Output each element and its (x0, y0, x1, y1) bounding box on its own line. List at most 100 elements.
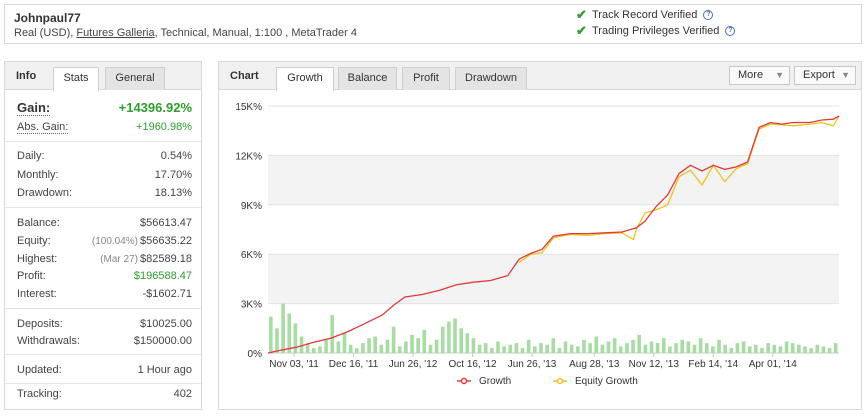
x-tick-label: Nov 03, '11 (269, 359, 319, 370)
profit-value: $196588.47 (133, 270, 192, 282)
volume-bar (582, 339, 586, 353)
volume-bar (674, 343, 678, 353)
monthly-row: Monthly: 17.70% (17, 169, 192, 184)
highest-row: Highest: (Mar 27) $82589.18 (17, 253, 192, 268)
divider (5, 141, 201, 142)
volume-bar (404, 341, 408, 353)
volume-bar (655, 343, 660, 353)
volume-bar (600, 344, 605, 353)
volume-bar (508, 344, 513, 353)
info-panel: Info Stats General Gain: +14396.92% Abs.… (4, 61, 202, 410)
volume-bar (821, 346, 826, 353)
tab-growth[interactable]: Growth (276, 67, 334, 91)
volume-bar (361, 343, 365, 353)
tracking-value: 402 (173, 388, 192, 400)
volume-bar (496, 341, 500, 353)
interest-label: Interest: (17, 288, 57, 300)
balance-label: Balance: (17, 217, 60, 229)
x-tick-label: Jun 26, '13 (508, 359, 557, 370)
legend-marker (556, 377, 564, 385)
volume-bar (324, 339, 328, 353)
volume-bar (803, 346, 807, 353)
volume-bar (397, 346, 402, 353)
volume-bar (281, 303, 285, 353)
chart-title: Chart (230, 70, 259, 82)
more-button[interactable]: More ▼ (729, 66, 790, 85)
help-icon[interactable]: ? (703, 10, 714, 20)
volume-bar (318, 346, 322, 353)
highest-label: Highest: (17, 253, 58, 265)
volume-bar (772, 344, 777, 353)
volume-bar (680, 339, 685, 353)
volume-bar (790, 343, 795, 353)
legend-label: Equity Growth (575, 376, 638, 387)
x-tick-label: Oct 16, '12 (449, 359, 497, 370)
grid-band (268, 254, 839, 304)
volume-bar (815, 344, 820, 353)
balance-row: Balance: $56613.47 (17, 217, 192, 232)
export-button[interactable]: Export ▼ (794, 66, 856, 85)
volume-bar (643, 344, 648, 353)
equity-value-group: (100.04%) $56635.22 (92, 235, 192, 247)
divider (5, 308, 201, 309)
divider (5, 383, 201, 384)
highest-date: (Mar 27) (100, 254, 138, 265)
tab-profit[interactable]: Profit (402, 67, 450, 90)
info-title: Info (16, 70, 37, 82)
volume-bar (502, 346, 506, 353)
volume-bar (563, 341, 568, 353)
gain-value: +14396.92% (118, 100, 192, 115)
volume-bar (385, 339, 390, 353)
y-tick-label: 3K% (241, 300, 262, 311)
updated-value: 1 Hour ago (137, 364, 192, 376)
volume-bar (416, 338, 420, 353)
volume-bar (723, 344, 727, 353)
volume-bar (342, 333, 347, 353)
profit-row: Profit: $196588.47 (17, 270, 192, 285)
tracking-row: Tracking: 402 (17, 388, 192, 403)
volume-bar (692, 344, 697, 353)
tab-stats[interactable]: Stats (53, 67, 99, 91)
volume-bar (637, 334, 642, 353)
chart-tabs: Chart Growth Balance Profit Drawdown Mor… (219, 62, 861, 91)
volume-bar (569, 344, 574, 353)
volume-bar (367, 338, 371, 353)
volume-bar (575, 346, 580, 353)
withdrawals-value: $150000.00 (133, 335, 192, 347)
help-icon[interactable]: ? (725, 26, 736, 36)
updated-row: Updated: 1 Hour ago (17, 364, 192, 379)
volume-bar (539, 343, 543, 353)
volume-bar (336, 341, 341, 353)
volume-bar (305, 343, 310, 353)
tab-general[interactable]: General (105, 67, 165, 90)
volume-bar (766, 343, 770, 353)
volume-bar (410, 334, 414, 353)
y-tick-label: 6K% (241, 250, 262, 261)
volume-bar (625, 343, 629, 353)
broker-link[interactable]: Futures Galleria (76, 27, 155, 39)
daily-label: Daily: (17, 150, 45, 162)
interest-value: -$1602.71 (142, 288, 192, 300)
x-tick-label: Apr 01, '14 (749, 359, 797, 370)
equity-label: Equity: (17, 235, 51, 247)
equity-row: Equity: (100.04%) $56635.22 (17, 235, 192, 250)
tab-drawdown[interactable]: Drawdown (455, 67, 527, 90)
volume-bar (447, 321, 451, 353)
balance-value: $56613.47 (140, 217, 192, 229)
volume-bar (618, 346, 623, 353)
drawdown-row: Drawdown: 18.13% (17, 187, 192, 202)
trading-privileges-label: Trading Privileges Verified (592, 25, 720, 37)
deposits-label: Deposits: (17, 318, 63, 330)
volume-bar (422, 329, 427, 353)
tab-balance[interactable]: Balance (338, 67, 397, 90)
volume-bar (729, 348, 734, 353)
divider (5, 207, 201, 208)
volume-bar (477, 344, 482, 353)
volume-bar (747, 346, 752, 353)
volume-bar (668, 346, 672, 353)
account-details-prefix: Real (USD), (14, 27, 77, 39)
account-name: Johnpaul77 (14, 11, 81, 25)
y-tick-label: 0% (248, 349, 263, 360)
volume-bar (483, 343, 488, 353)
chart-panel: Chart Growth Balance Profit Drawdown Mor… (218, 61, 862, 410)
